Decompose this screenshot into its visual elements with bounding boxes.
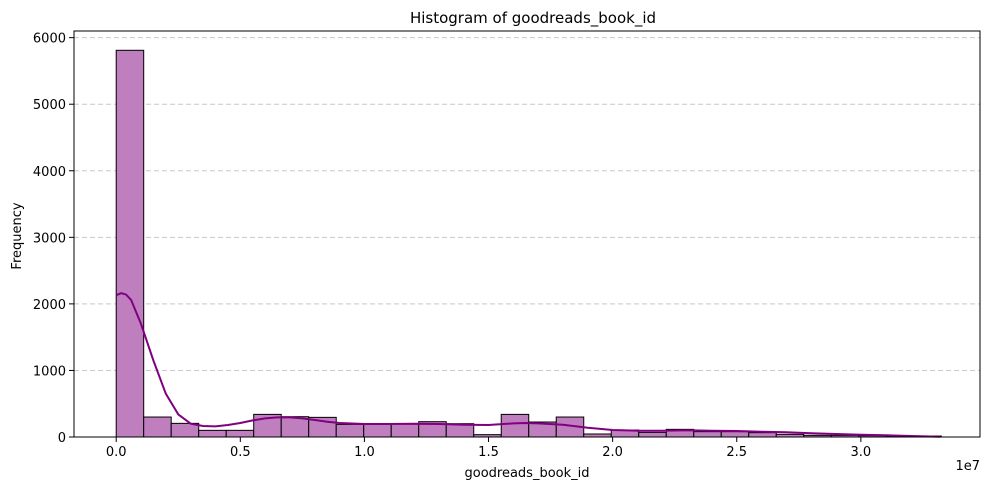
y-tick-label: 3000 <box>33 231 66 246</box>
x-tick-label: 3.0 <box>851 445 872 460</box>
x-tick-label: 2.0 <box>602 445 623 460</box>
histogram-bar <box>335 423 365 438</box>
histogram-bar <box>363 423 392 438</box>
plot-frame <box>73 30 981 438</box>
y-tick-label: 2000 <box>33 298 66 313</box>
histogram-bar <box>748 432 777 438</box>
y-tick-label: 1000 <box>33 364 66 379</box>
histogram-bar <box>225 429 255 438</box>
x-tick-label: 1.0 <box>354 445 375 460</box>
x-tick-label: 0.0 <box>106 445 127 460</box>
y-tick-label: 6000 <box>33 32 66 47</box>
histogram-bar <box>280 416 310 438</box>
grid-lines <box>74 37 980 371</box>
y-tick-label: 5000 <box>33 98 66 113</box>
histogram-bar <box>198 429 227 438</box>
histogram-bar <box>115 49 145 438</box>
histogram-bar <box>693 431 722 438</box>
x-axis: 0.0 0.5 1.0 1.5 2.0 2.5 3.0 <box>106 437 871 460</box>
x-axis-scale-label: 1e7 <box>955 459 980 474</box>
histogram-bar <box>720 431 750 438</box>
x-tick-label: 1.5 <box>478 445 499 460</box>
histogram-bar <box>638 431 667 438</box>
x-tick-label: 0.5 <box>230 445 251 460</box>
x-tick-label: 2.5 <box>726 445 747 460</box>
histogram-bar <box>500 413 530 438</box>
y-axis: 0 1000 2000 3000 4000 5000 6000 <box>33 32 74 446</box>
histogram-bar <box>143 416 172 438</box>
x-axis-label: goodreads_book_id <box>464 466 589 481</box>
y-axis-label: Frequency <box>10 202 25 269</box>
histogram-bar <box>390 423 420 438</box>
chart-title: Histogram of goodreads_book_id <box>410 9 656 28</box>
histogram-bars <box>115 49 942 438</box>
kde-curve <box>115 292 941 438</box>
y-tick-label: 4000 <box>33 165 66 180</box>
y-tick-label: 0 <box>58 431 66 446</box>
